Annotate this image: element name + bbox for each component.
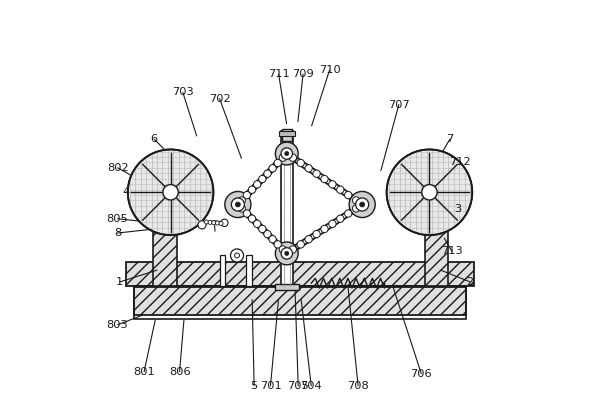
Circle shape (221, 219, 228, 227)
Circle shape (219, 221, 223, 225)
Text: 704: 704 (300, 381, 322, 391)
Text: 2: 2 (466, 277, 474, 287)
Text: 805: 805 (106, 214, 129, 224)
Bar (246, 256, 252, 286)
Circle shape (297, 160, 304, 166)
Text: 712: 712 (449, 157, 471, 167)
Bar (134, 286, 466, 319)
Circle shape (281, 248, 292, 259)
Circle shape (313, 230, 320, 238)
Circle shape (269, 236, 276, 243)
Circle shape (163, 184, 178, 200)
Text: 802: 802 (107, 163, 129, 173)
Text: 702: 702 (209, 94, 230, 103)
Circle shape (321, 175, 328, 183)
Circle shape (305, 236, 312, 243)
Text: 4: 4 (122, 187, 129, 197)
Text: 705: 705 (287, 381, 309, 391)
Circle shape (297, 240, 304, 248)
Bar (425, 188, 448, 286)
Text: 710: 710 (319, 65, 340, 75)
Circle shape (198, 221, 206, 229)
Circle shape (128, 149, 213, 235)
Circle shape (285, 151, 289, 155)
Circle shape (281, 148, 292, 159)
Circle shape (238, 205, 245, 212)
Circle shape (225, 191, 251, 218)
Circle shape (337, 215, 344, 222)
Text: 703: 703 (172, 88, 194, 97)
Circle shape (349, 191, 375, 218)
Circle shape (360, 202, 365, 207)
Circle shape (259, 225, 266, 233)
Circle shape (321, 225, 328, 233)
Circle shape (231, 198, 245, 211)
Circle shape (248, 186, 256, 193)
Circle shape (243, 210, 251, 217)
Circle shape (208, 220, 212, 225)
Bar (134, 287, 466, 315)
Circle shape (337, 186, 344, 193)
Circle shape (212, 220, 216, 225)
Circle shape (422, 184, 437, 200)
Circle shape (275, 242, 298, 265)
Text: 801: 801 (133, 366, 155, 377)
Circle shape (243, 191, 251, 199)
Bar (126, 262, 474, 286)
Circle shape (234, 253, 239, 258)
Bar (279, 131, 295, 136)
Circle shape (269, 165, 276, 172)
Circle shape (313, 170, 320, 178)
Circle shape (285, 252, 289, 256)
Circle shape (248, 215, 256, 222)
Circle shape (279, 246, 286, 253)
Circle shape (230, 249, 243, 262)
Text: 711: 711 (268, 69, 289, 79)
Circle shape (274, 240, 282, 248)
Circle shape (352, 197, 360, 204)
Text: 713: 713 (441, 246, 463, 256)
Circle shape (259, 175, 266, 183)
Bar (280, 131, 293, 286)
Circle shape (264, 230, 271, 238)
Circle shape (305, 165, 312, 172)
Circle shape (264, 170, 271, 178)
Text: 7: 7 (446, 134, 453, 144)
Text: 806: 806 (169, 366, 190, 377)
Circle shape (205, 220, 209, 224)
Circle shape (236, 202, 240, 207)
Text: 707: 707 (388, 100, 410, 110)
Text: 803: 803 (106, 320, 129, 330)
Circle shape (289, 246, 297, 253)
Circle shape (289, 154, 297, 161)
Circle shape (329, 220, 336, 227)
Text: 706: 706 (410, 369, 432, 379)
Text: 5: 5 (251, 381, 258, 391)
Bar (154, 188, 177, 286)
Text: 6: 6 (151, 134, 158, 144)
Circle shape (329, 181, 336, 188)
Circle shape (387, 149, 472, 235)
Circle shape (344, 191, 352, 199)
Circle shape (356, 198, 369, 211)
Text: 701: 701 (260, 381, 281, 391)
Text: 708: 708 (347, 381, 369, 391)
Circle shape (352, 205, 360, 212)
Circle shape (275, 142, 298, 165)
Bar (274, 284, 299, 290)
Bar (282, 129, 292, 142)
Text: 709: 709 (292, 69, 314, 79)
Bar (219, 256, 225, 286)
Circle shape (274, 160, 282, 166)
Circle shape (279, 154, 286, 161)
Circle shape (344, 210, 352, 217)
Circle shape (254, 220, 261, 227)
Text: 1: 1 (116, 277, 123, 287)
Text: 3: 3 (454, 204, 462, 213)
Text: 8: 8 (114, 228, 121, 238)
Circle shape (238, 197, 245, 204)
Circle shape (254, 181, 261, 188)
Circle shape (215, 221, 219, 225)
